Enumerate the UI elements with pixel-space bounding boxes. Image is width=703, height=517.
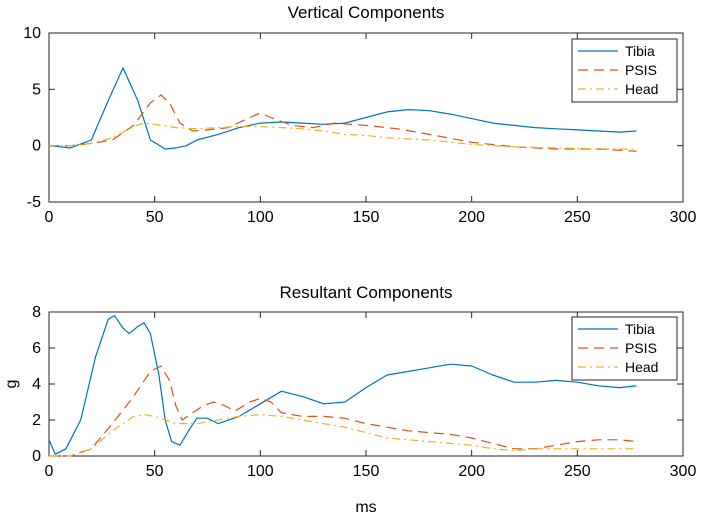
axis-ticks: 0 50 100 150 200 250 300 0 2 4 6 8 <box>32 304 696 480</box>
legend-label-head: Head <box>625 359 658 375</box>
x-tick-label: 200 <box>458 463 485 480</box>
y-tick-label: 0 <box>32 138 41 155</box>
x-tick-label: 250 <box>564 209 591 226</box>
legend-label-tibia: Tibia <box>625 43 655 59</box>
series-layer <box>48 315 637 457</box>
x-tick-label: 200 <box>458 209 485 226</box>
x-tick-label: 100 <box>247 463 274 480</box>
series-line-head <box>49 414 637 457</box>
series-line-tibia <box>48 67 637 150</box>
series-line-psis <box>49 365 637 457</box>
series-line-tibia <box>48 315 637 455</box>
x-tick-label: 300 <box>670 463 697 480</box>
legend-label-psis: PSIS <box>625 340 657 356</box>
series-line-psis <box>49 94 637 152</box>
y-tick-label: -5 <box>27 194 41 211</box>
legend: Tibia PSIS Head <box>571 316 678 381</box>
legend-label-head: Head <box>625 81 658 97</box>
x-tick-label: 250 <box>564 463 591 480</box>
x-tick-label: 100 <box>247 209 274 226</box>
series-layer <box>48 67 637 152</box>
y-tick-label: 4 <box>32 376 41 393</box>
y-axis-label: g <box>3 380 20 389</box>
x-axis-label: ms <box>355 499 376 516</box>
y-tick-label: 5 <box>32 81 41 98</box>
chart-resultant-components: Resultant Components 0 50 100 150 200 250 3000… <box>3 283 696 516</box>
x-tick-label: 300 <box>670 209 697 226</box>
y-tick-label: 2 <box>32 412 41 429</box>
legend: Tibia PSIS Head <box>571 38 678 103</box>
y-tick-label: 10 <box>23 25 41 42</box>
x-tick-label: 0 <box>45 463 54 480</box>
x-tick-label: 150 <box>353 463 380 480</box>
y-tick-label: 0 <box>32 448 41 465</box>
x-tick-label: 0 <box>45 209 54 226</box>
chart-title: Resultant Components <box>280 283 453 302</box>
x-tick-label: 50 <box>146 209 164 226</box>
series-line-head <box>49 122 637 150</box>
legend-label-psis: PSIS <box>625 62 657 78</box>
x-tick-label: 50 <box>146 463 164 480</box>
legend-box <box>571 316 678 381</box>
legend-label-tibia: Tibia <box>625 321 655 337</box>
x-tick-label: 150 <box>353 209 380 226</box>
y-tick-label: 6 <box>32 340 41 357</box>
y-tick-label: 8 <box>32 304 41 321</box>
legend-box <box>571 38 678 103</box>
chart-title: Vertical Components <box>288 3 445 22</box>
chart-vertical-components: Vertical Components 0 50 100 150 200 250 300-5… <box>23 3 696 226</box>
